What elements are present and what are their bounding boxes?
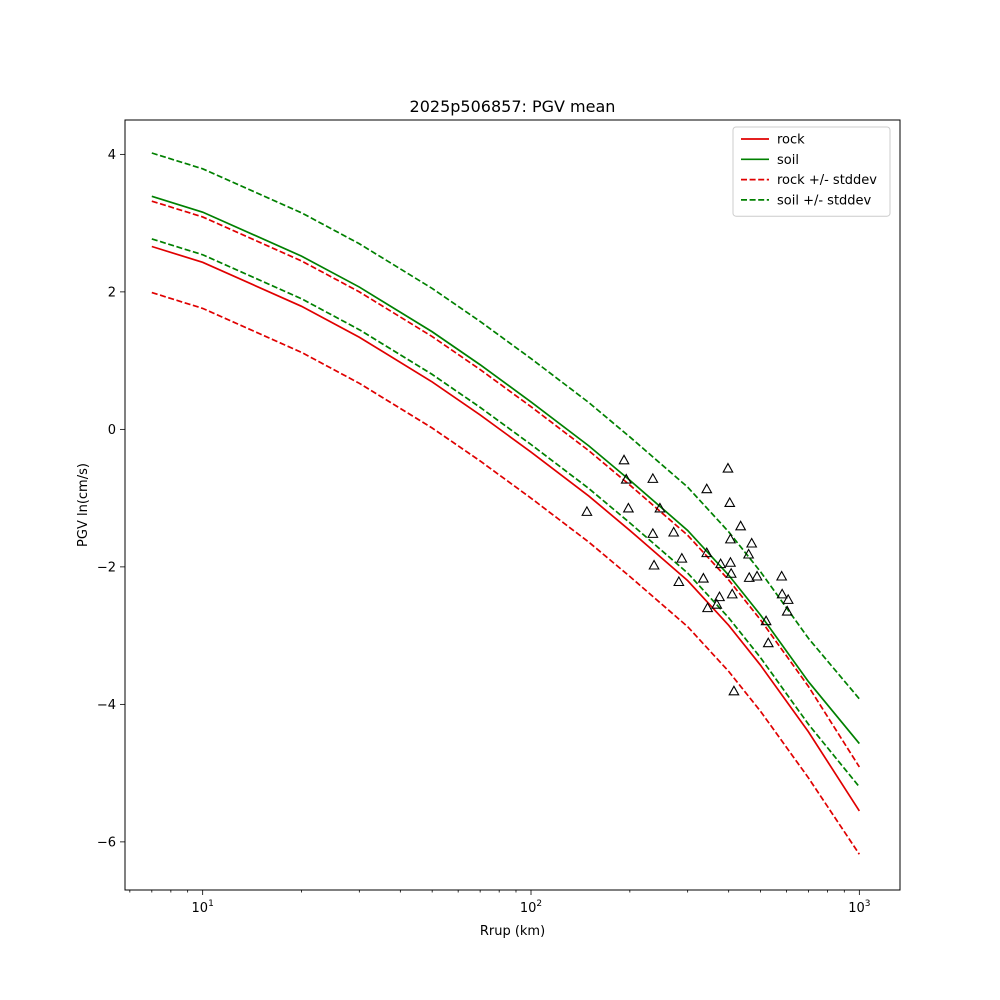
observation-point bbox=[725, 567, 737, 578]
observation-point bbox=[724, 533, 737, 544]
observation-point bbox=[647, 527, 659, 538]
observation-point bbox=[760, 615, 772, 626]
observation-point bbox=[622, 502, 635, 513]
x-tick-label: 101 bbox=[192, 899, 214, 916]
chart-title: 2025p506857: PGV mean bbox=[410, 97, 616, 116]
y-tick-label: −2 bbox=[97, 560, 116, 575]
observation-point bbox=[711, 598, 723, 609]
x-axis: 101 102 103 bbox=[129, 890, 870, 916]
observation-point bbox=[701, 602, 714, 613]
observation-point bbox=[726, 588, 738, 599]
x-tick-label: 102 bbox=[520, 899, 542, 916]
observation-point bbox=[743, 571, 755, 582]
observation-point bbox=[724, 556, 737, 567]
observation-point bbox=[701, 483, 713, 494]
y-tick-label: 4 bbox=[108, 148, 116, 163]
legend-label: rock +/- stddev bbox=[777, 173, 877, 188]
series-line-band-5 bbox=[151, 238, 860, 788]
observation-point bbox=[745, 537, 758, 548]
observation-point bbox=[676, 552, 688, 563]
series-line-soil-stddev-4 bbox=[151, 152, 860, 700]
observation-point bbox=[734, 520, 747, 531]
y-axis: −6 −4 −2 0 2 4 bbox=[97, 148, 125, 850]
observation-point bbox=[581, 505, 593, 516]
legend-label: soil +/- stddev bbox=[777, 193, 872, 208]
series-line-soil-1 bbox=[151, 195, 860, 745]
observation-point bbox=[775, 570, 788, 581]
series-line-band-3 bbox=[151, 291, 861, 855]
observation-point bbox=[654, 502, 666, 513]
y-tick-label: 2 bbox=[108, 285, 116, 300]
observation-markers bbox=[581, 454, 794, 696]
legend-box bbox=[732, 126, 891, 217]
observation-point bbox=[776, 588, 788, 599]
observation-point bbox=[673, 575, 685, 587]
observation-point bbox=[647, 472, 659, 483]
x-tick-label: 103 bbox=[848, 899, 870, 916]
observation-point bbox=[648, 559, 660, 570]
observation-point bbox=[697, 572, 710, 583]
y-tick-label: 0 bbox=[108, 423, 116, 438]
y-axis-label: PGV ln(cm/s) bbox=[76, 463, 91, 547]
observation-point bbox=[724, 496, 736, 507]
observation-point bbox=[728, 685, 740, 696]
observation-point bbox=[782, 593, 794, 604]
observation-point bbox=[714, 558, 727, 569]
observation-point bbox=[668, 526, 680, 537]
observation-point bbox=[701, 547, 713, 558]
observation-point bbox=[620, 473, 632, 484]
legend: rock soil rock +/- stddev soil +/- stddev bbox=[732, 126, 891, 217]
series-line-rock-stddev-2 bbox=[151, 200, 861, 768]
series-lines bbox=[151, 152, 861, 855]
y-tick-label: −4 bbox=[97, 698, 116, 713]
observation-point bbox=[762, 637, 774, 648]
observation-point bbox=[713, 591, 726, 602]
observation-point bbox=[618, 454, 630, 465]
series-line-rock-0 bbox=[151, 245, 861, 812]
observation-point bbox=[722, 462, 734, 473]
observation-point bbox=[781, 605, 793, 616]
legend-label: soil bbox=[777, 153, 799, 168]
observation-point bbox=[742, 548, 755, 559]
legend-label: rock bbox=[777, 133, 805, 148]
plot-frame bbox=[124, 119, 901, 891]
observation-point bbox=[751, 570, 763, 581]
y-tick-label: −6 bbox=[97, 835, 116, 850]
x-axis-label: Rrup (km) bbox=[480, 924, 545, 939]
